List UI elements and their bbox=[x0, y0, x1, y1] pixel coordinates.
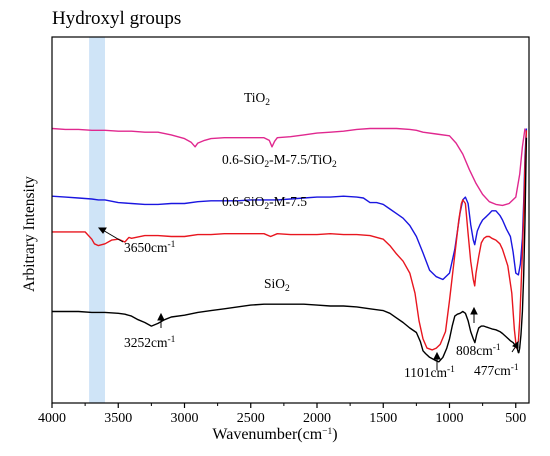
series-label-silica-m: 0.6-SiO2-M-7.5 bbox=[222, 194, 307, 212]
y-axis-label: Arbitrary Intensity bbox=[21, 176, 38, 292]
x-tick-label: 2000 bbox=[303, 411, 331, 426]
series-label-silica-m-main: 0.6-SiO bbox=[222, 194, 265, 209]
x-axis-label: Wavenumber(cm−1) bbox=[0, 426, 550, 444]
arrow-1101-head bbox=[433, 351, 441, 360]
annotation-3650-main: 3650cm bbox=[124, 240, 168, 255]
annotation-arrows bbox=[97, 227, 519, 370]
annotation-3252: 3252cm-1 bbox=[124, 335, 175, 351]
series-line-0 bbox=[51, 127, 526, 207]
annotation-3252-main: 3252cm bbox=[124, 335, 168, 350]
series-line-2 bbox=[52, 130, 528, 351]
x-tick-label: 2500 bbox=[237, 411, 265, 426]
annotation-477: 477cm-1 bbox=[474, 363, 519, 379]
arrow-808-head bbox=[470, 306, 478, 315]
series-label-composite: 0.6-SiO2-M-7.5/TiO2 bbox=[222, 152, 337, 170]
chart-title: Hydroxyl groups bbox=[52, 8, 182, 29]
x-tick-label: 3000 bbox=[171, 411, 199, 426]
x-ticks bbox=[51, 403, 517, 408]
plot-frame bbox=[51, 36, 530, 404]
x-tick-label: 500 bbox=[505, 411, 526, 426]
annotation-808-sup: -1 bbox=[492, 343, 501, 353]
series-label-tio2-sub: 2 bbox=[265, 98, 271, 108]
x-axis-label-tail: ) bbox=[332, 426, 338, 443]
annotation-477-sup: -1 bbox=[510, 363, 519, 373]
series-label-sio2: SiO2 bbox=[264, 276, 290, 294]
annotation-3650: 3650cm-1 bbox=[124, 240, 175, 256]
series-label-silica-m-sub: 2 bbox=[264, 202, 270, 212]
x-tick-label: 1000 bbox=[436, 411, 464, 426]
series-line-3 bbox=[52, 137, 528, 363]
annotation-808: 808cm-1 bbox=[456, 343, 501, 359]
hydroxyl-highlight-band bbox=[89, 37, 105, 403]
series-line-1 bbox=[51, 128, 528, 281]
annotation-3252-sup: -1 bbox=[167, 335, 176, 345]
annotation-808-main: 808cm bbox=[456, 343, 493, 358]
series-label-tio2-main: TiO bbox=[244, 90, 266, 105]
annotation-1101-sup: -1 bbox=[447, 365, 455, 375]
x-tick-label: 3500 bbox=[104, 411, 132, 426]
arrow-477-head bbox=[512, 340, 519, 349]
x-tick-label: 4000 bbox=[38, 411, 66, 426]
series-label-sio2-sub: 2 bbox=[285, 284, 290, 294]
series-label-composite-sub2: 2 bbox=[332, 160, 337, 170]
series-layer bbox=[51, 127, 528, 363]
series-label-composite-tail: -M-7.5/TiO bbox=[269, 152, 333, 167]
arrow-3650-head bbox=[97, 227, 107, 234]
annotation-477-main: 477cm bbox=[474, 363, 511, 378]
series-label-silica-m-tail: -M-7.5 bbox=[269, 194, 308, 209]
series-label-composite-main: 0.6-SiO bbox=[222, 152, 265, 167]
annotation-1101-main: 1101cm bbox=[404, 365, 447, 380]
annotation-3650-sup: -1 bbox=[167, 240, 176, 250]
series-label-tio2: TiO2 bbox=[244, 90, 270, 108]
x-tick-label: 1500 bbox=[369, 411, 397, 426]
x-axis-label-main: Wavenumber(cm bbox=[212, 426, 323, 443]
x-axis-label-sup: −1 bbox=[322, 427, 333, 437]
series-label-sio2-main: SiO bbox=[264, 276, 286, 291]
annotation-1101: 1101cm-1 bbox=[404, 365, 455, 381]
x-tick-labels: 4000 3500 3000 2500 2000 1500 1000 500 bbox=[38, 411, 526, 426]
series-label-composite-sub: 2 bbox=[264, 160, 270, 170]
arrow-3252-head bbox=[157, 312, 165, 321]
